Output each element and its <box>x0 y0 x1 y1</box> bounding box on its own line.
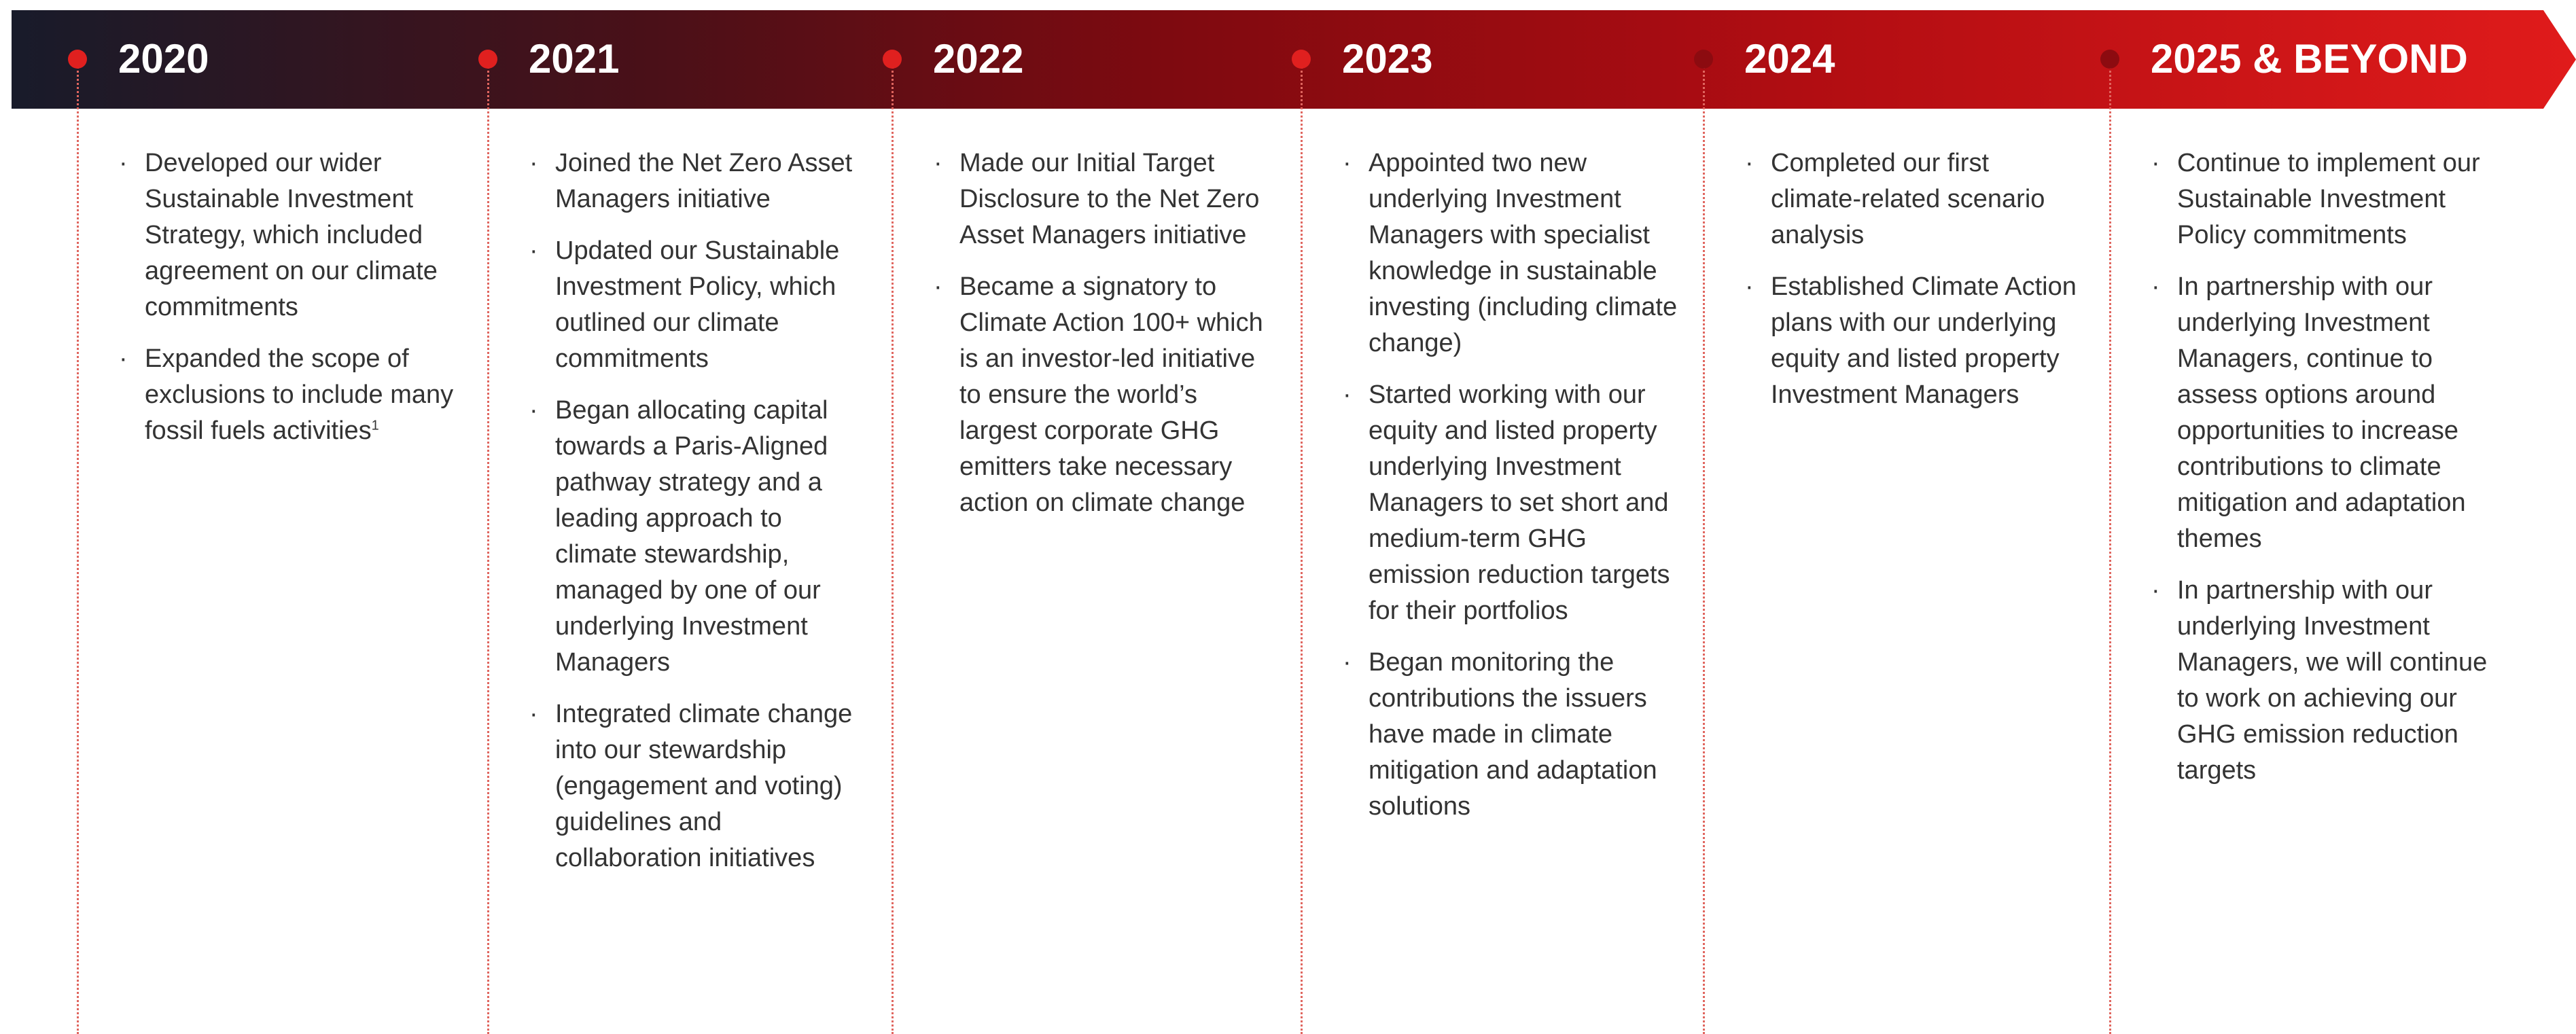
bullet-text: Joined the Net Zero Asset Managers initi… <box>555 149 853 213</box>
divider-line <box>2109 59 2111 1034</box>
year-label: 2022 <box>933 36 1024 82</box>
bullet-text: Started working with our equity and list… <box>1369 380 1670 625</box>
divider-line <box>77 59 79 1034</box>
bullet-text: Continue to implement our Sustainable In… <box>2177 149 2480 249</box>
bullet-text: Established Climate Action plans with ou… <box>1771 272 2077 409</box>
bullet-item: Began allocating capital towards a Paris… <box>529 393 868 681</box>
divider-line <box>892 59 894 1034</box>
bullet-item: In partnership with our underlying Inves… <box>2151 269 2490 557</box>
bullet-list: Made our Initial Target Disclosure to th… <box>934 145 1272 537</box>
bullet-item: Joined the Net Zero Asset Managers initi… <box>529 145 868 217</box>
bullet-item: Started working with our equity and list… <box>1343 377 1681 629</box>
bullet-item: Expanded the scope of exclusions to incl… <box>119 341 457 449</box>
year-label: 2025 & BEYOND <box>2151 36 2468 82</box>
bullet-item: Continue to implement our Sustainable In… <box>2151 145 2490 253</box>
bullet-item: Completed our first climate-related scen… <box>1745 145 2083 253</box>
bullet-item: Integrated climate change into our stewa… <box>529 696 868 876</box>
bullet-list: Joined the Net Zero Asset Managers initi… <box>529 145 868 892</box>
year-label: 2023 <box>1342 36 1433 82</box>
bullet-item: In partnership with our underlying Inves… <box>2151 573 2490 789</box>
timeline-dot <box>883 50 902 69</box>
bullet-text: Completed our first climate-related scen… <box>1771 149 2045 249</box>
timeline-dot <box>478 50 497 69</box>
bullet-text: Updated our Sustainable Investment Polic… <box>555 236 840 373</box>
bullet-text: In partnership with our underlying Inves… <box>2177 272 2466 553</box>
year-label: 2020 <box>118 36 209 82</box>
timeline-dot <box>68 50 87 69</box>
bullet-item: Developed our wider Sustainable Investme… <box>119 145 457 325</box>
bullet-text: Expanded the scope of exclusions to incl… <box>145 344 454 445</box>
bullet-item: Established Climate Action plans with ou… <box>1745 269 2083 413</box>
year-label: 2021 <box>529 36 620 82</box>
bullet-text: Integrated climate change into our stewa… <box>555 700 853 872</box>
bullet-item: Made our Initial Target Disclosure to th… <box>934 145 1272 253</box>
timeline-dot <box>1694 50 1713 69</box>
bullet-text: Began allocating capital towards a Paris… <box>555 396 828 677</box>
year-label: 2024 <box>1744 36 1835 82</box>
bullet-item: Began monitoring the contributions the i… <box>1343 645 1681 825</box>
bullet-text: Appointed two new underlying Investment … <box>1369 149 1678 357</box>
bullet-list: Completed our first climate-related scen… <box>1745 145 2083 429</box>
bullet-text: Made our Initial Target Disclosure to th… <box>959 149 1260 249</box>
divider-line <box>487 59 489 1034</box>
bullet-item: Updated our Sustainable Investment Polic… <box>529 233 868 377</box>
timeline-dot <box>1292 50 1311 69</box>
footnote-ref: 1 <box>371 418 379 433</box>
bullet-list: Continue to implement our Sustainable In… <box>2151 145 2490 804</box>
bullet-text: Began monitoring the contributions the i… <box>1369 648 1657 821</box>
bullet-item: Became a signatory to Climate Action 100… <box>934 269 1272 521</box>
bullet-list: Appointed two new underlying Investment … <box>1343 145 1681 840</box>
timeline-dot <box>2100 50 2119 69</box>
bullet-text: In partnership with our underlying Inves… <box>2177 576 2488 785</box>
bullet-item: Appointed two new underlying Investment … <box>1343 145 1681 361</box>
bullet-text: Became a signatory to Climate Action 100… <box>959 272 1263 517</box>
bullet-list: Developed our wider Sustainable Investme… <box>119 145 457 465</box>
divider-line <box>1703 59 1705 1034</box>
bullet-text: Developed our wider Sustainable Investme… <box>145 149 438 321</box>
divider-line <box>1301 59 1303 1034</box>
